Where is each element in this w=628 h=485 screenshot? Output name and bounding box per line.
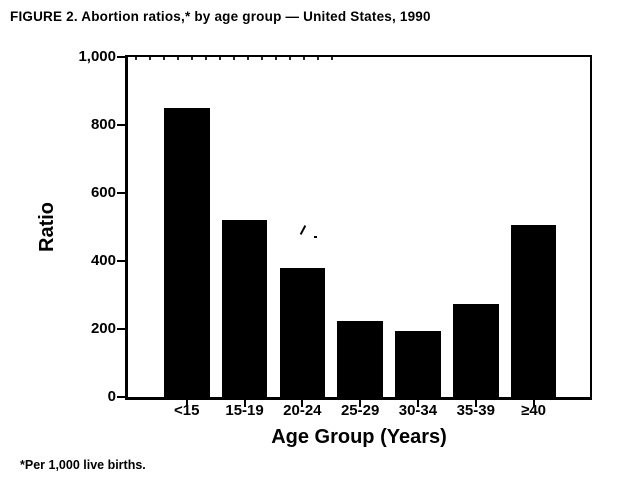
y-tick-label: 400: [90, 252, 116, 269]
y-axis-title: Ratio: [36, 202, 58, 252]
bar-15-19: [221, 220, 268, 397]
y-tick-label: 1,000: [78, 48, 116, 65]
x-tick-label: 30-34: [398, 402, 438, 419]
y-tick: [117, 396, 125, 398]
bar-35-39: [453, 303, 499, 397]
scan-artifact-dot: [314, 236, 317, 238]
y-tick: [117, 124, 125, 126]
bar-<15: [164, 108, 210, 397]
x-tick: [243, 400, 246, 407]
bar-≥40: [510, 225, 557, 397]
footnote: *Per 1,000 live births.: [20, 458, 146, 472]
x-tick: [416, 400, 419, 407]
x-tick: [474, 400, 477, 407]
scan-artifact-mark: [299, 225, 307, 235]
y-tick: [117, 56, 125, 58]
bar-25-29: [337, 320, 383, 397]
x-tick-label: ≥40: [521, 402, 547, 419]
y-tick-label: 600: [90, 184, 116, 201]
bar-20-24: [279, 267, 326, 397]
bar-30-34: [395, 330, 441, 397]
x-tick: [359, 400, 362, 407]
x-axis-title: Age Group (Years): [271, 426, 447, 448]
x-tick: [532, 400, 535, 407]
scan-artifact-dashes: [135, 57, 337, 60]
y-tick: [117, 260, 125, 262]
x-tick-label: 35-39: [456, 402, 495, 419]
y-tick-label: 200: [90, 320, 116, 337]
y-tick: [117, 192, 125, 194]
x-tick: [185, 400, 188, 407]
y-tick-label: 800: [90, 116, 116, 133]
figure-title: FIGURE 2. Abortion ratios,* by age group…: [10, 9, 431, 24]
x-tick-label: 20-24: [283, 402, 322, 419]
x-tick-label: <15: [174, 402, 200, 419]
x-tick-label: 25-29: [340, 402, 380, 419]
plot-area: [125, 55, 592, 400]
x-tick-label: 15-19: [225, 402, 264, 419]
y-tick-label: 0: [107, 388, 116, 405]
x-tick: [301, 400, 304, 407]
y-tick: [117, 328, 125, 330]
